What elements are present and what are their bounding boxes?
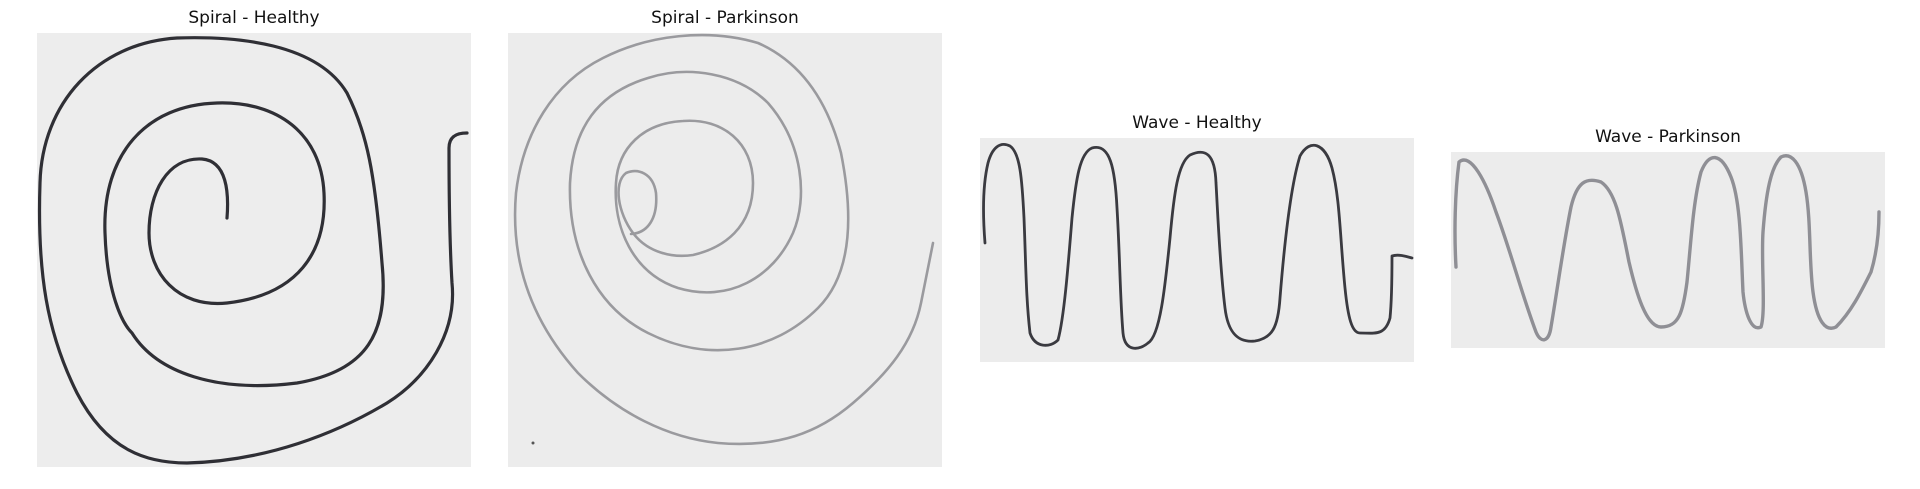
wave-parkinson-image [1451,152,1885,348]
wave-healthy-drawing [980,138,1414,362]
panel-title-wave-parkinson: Wave - Parkinson [1595,127,1741,147]
spiral-parkinson-drawing [508,33,942,467]
panel-title-wave-healthy: Wave - Healthy [1132,113,1262,133]
panel-title-spiral-healthy: Spiral - Healthy [188,8,320,28]
spiral-healthy-drawing [37,33,471,467]
spiral-parkinson-image [508,33,942,467]
wave-healthy-image [980,138,1414,362]
spiral-healthy-image [37,33,471,467]
wave-parkinson-drawing [1451,152,1885,348]
panel-title-spiral-parkinson: Spiral - Parkinson [651,8,799,28]
ink-dot [531,441,535,445]
